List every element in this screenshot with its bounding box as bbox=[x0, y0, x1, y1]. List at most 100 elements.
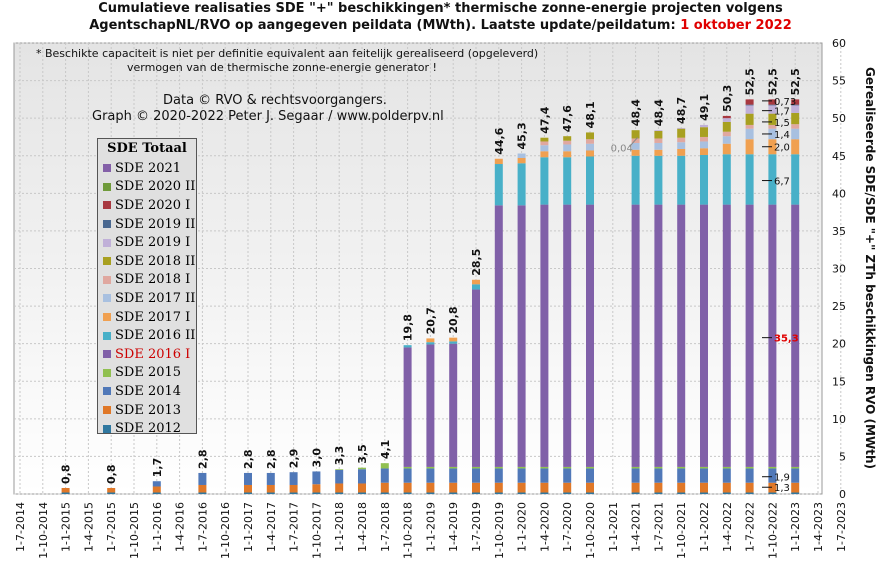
legend-item: SDE 2012 bbox=[98, 419, 196, 438]
bar-segment bbox=[654, 149, 663, 156]
bar-segment bbox=[266, 484, 275, 493]
bar-total-label: 48,4 bbox=[630, 99, 643, 126]
bar-segment bbox=[768, 482, 777, 493]
bar-segment bbox=[403, 482, 412, 493]
bar-segment bbox=[745, 104, 754, 106]
bar-segment bbox=[700, 204, 708, 467]
bar-segment bbox=[768, 492, 777, 494]
bar-segment bbox=[358, 469, 366, 484]
bar-segment bbox=[107, 487, 116, 493]
x-tick-label: 1-7-2017 bbox=[288, 502, 301, 552]
bar-total-label: 49,1 bbox=[698, 94, 711, 121]
bar-segment bbox=[540, 468, 549, 483]
legend-item: SDE 2016 II bbox=[98, 326, 196, 345]
bar-segment bbox=[631, 142, 640, 150]
x-tick-label: 1-4-2021 bbox=[630, 502, 643, 552]
legend-item: SDE 2017 II bbox=[98, 289, 196, 308]
bar-segment bbox=[380, 468, 389, 483]
chart-title-prefix: AgentschapNL/RVO op aangegeven peildata … bbox=[89, 18, 681, 33]
bar-segment bbox=[745, 482, 754, 493]
bar-segment bbox=[152, 492, 161, 494]
x-tick-label: 1-10-2017 bbox=[310, 502, 323, 559]
bar-segment bbox=[768, 139, 777, 155]
bar-segment bbox=[791, 468, 800, 483]
x-tick-label: 1-7-2020 bbox=[561, 502, 574, 552]
legend-label: SDE 2017 I bbox=[115, 309, 191, 325]
bar-segment bbox=[677, 466, 686, 469]
bar-segment bbox=[494, 164, 503, 206]
bar-segment bbox=[745, 113, 754, 125]
x-tick-label: 1-1-2022 bbox=[698, 502, 711, 552]
bar-total-label: 4,1 bbox=[379, 440, 392, 460]
bar-segment bbox=[517, 492, 526, 494]
bar-segment bbox=[335, 469, 344, 484]
bar-segment bbox=[791, 204, 800, 467]
bar-segment bbox=[631, 155, 640, 205]
right-annotations: 0,731,71,51,4 2,0 6,7 35,3 1,91,3 0,04 bbox=[611, 97, 799, 494]
y-axis-ticks: 0 5 10 15 20 25 30 35 40 45 50 55 60 bbox=[832, 37, 846, 501]
bar-segment bbox=[563, 466, 572, 469]
bar-segment bbox=[586, 466, 594, 469]
bar-segment bbox=[768, 124, 777, 129]
legend-item: SDE 2014 bbox=[98, 382, 196, 401]
bar-segment bbox=[289, 484, 298, 493]
legend-swatch bbox=[103, 368, 111, 377]
bar-segment bbox=[722, 468, 731, 483]
x-tick-label: 1-7-2014 bbox=[14, 502, 27, 552]
legend-label: SDE 2018 I bbox=[115, 272, 191, 288]
bar-segment bbox=[517, 158, 526, 164]
bar-segment bbox=[266, 492, 275, 494]
bar-segment bbox=[563, 468, 572, 483]
bar-segment bbox=[791, 154, 800, 205]
bar-segment bbox=[563, 482, 572, 493]
bar-segment bbox=[791, 139, 800, 155]
bar-segment bbox=[472, 492, 480, 494]
y-tick-label: 0 bbox=[839, 488, 846, 501]
bar-segment bbox=[654, 138, 663, 143]
annotation-label: 1,7 bbox=[774, 107, 790, 118]
bar-total-label: 52,5 bbox=[789, 68, 802, 95]
bar-segment bbox=[517, 153, 526, 159]
bar-segment bbox=[700, 466, 708, 469]
bar-segment bbox=[563, 157, 572, 205]
legend-swatch bbox=[103, 331, 111, 340]
legend-label: SDE 2020 I bbox=[115, 197, 191, 213]
legend-swatch bbox=[103, 257, 111, 266]
bar-segment bbox=[449, 492, 458, 494]
bar-segment bbox=[677, 492, 686, 494]
bar-segment bbox=[791, 112, 800, 125]
legend-item: SDE 2018 II bbox=[98, 252, 196, 271]
bar-total-label: 44,6 bbox=[493, 127, 506, 154]
legend-label: SDE 2016 II bbox=[115, 328, 196, 344]
annotation-label: 2,0 bbox=[774, 143, 790, 154]
bar-total-label: 47,4 bbox=[538, 106, 551, 133]
bar-segment bbox=[768, 128, 777, 140]
bar-segment bbox=[449, 468, 458, 483]
bar-segment bbox=[700, 482, 708, 493]
x-tick-label: 1-10-2014 bbox=[37, 502, 50, 559]
x-tick-label: 1-1-2016 bbox=[151, 502, 164, 552]
bar-total-label: 45,3 bbox=[516, 122, 529, 149]
bar-segment bbox=[722, 115, 731, 119]
bar-segment bbox=[722, 204, 731, 467]
bar-segment bbox=[654, 130, 663, 131]
y-axis-label: Gerealiseerde SDE/SDE "+" ZTh beschikkin… bbox=[863, 67, 877, 469]
bar-segment bbox=[61, 487, 70, 493]
legend-item: SDE 2015 bbox=[98, 364, 196, 383]
x-tick-label: 1-4-2016 bbox=[174, 502, 187, 552]
x-tick-label: 1-1-2020 bbox=[516, 502, 529, 552]
legend-label: SDE 2020 II bbox=[115, 179, 196, 195]
bar-segment bbox=[540, 145, 549, 152]
disclaimer-line-1: * Beschikte capaciteit is niet per defin… bbox=[36, 47, 538, 60]
x-tick-label: 1-7-2018 bbox=[379, 502, 392, 552]
legend-label: SDE 2021 bbox=[115, 160, 182, 176]
bar-segment bbox=[722, 492, 731, 494]
x-tick-label: 1-4-2023 bbox=[812, 502, 825, 552]
bar-segment bbox=[540, 466, 549, 469]
bar-total-label: 19,8 bbox=[402, 314, 415, 341]
x-tick-label: 1-4-2015 bbox=[82, 502, 95, 552]
x-tick-label: 1-10-2018 bbox=[402, 502, 415, 559]
y-tick-label: 15 bbox=[832, 375, 846, 388]
bar-segment bbox=[768, 104, 777, 106]
bar-segment bbox=[494, 468, 503, 483]
